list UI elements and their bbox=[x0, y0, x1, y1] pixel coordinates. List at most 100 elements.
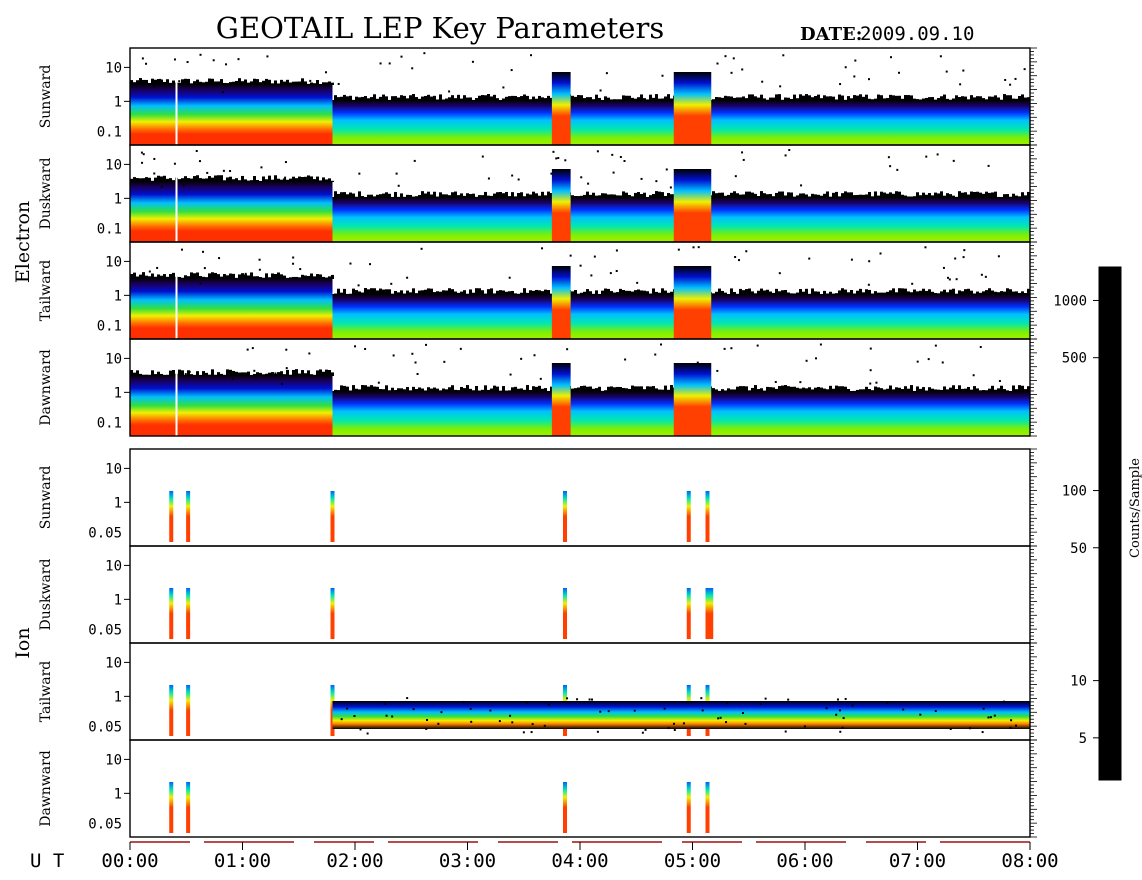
data-gap bbox=[175, 76, 178, 145]
chart-title: GEOTAIL LEP Key Parameters bbox=[216, 11, 664, 45]
ion-burst bbox=[686, 588, 691, 639]
ion-burst bbox=[169, 491, 174, 542]
group-electron: Electron 10 1 0.1 Sunward 10 1 0.1 Duskward 10 1 0.… bbox=[12, 47, 1037, 437]
ion-burst bbox=[169, 588, 174, 639]
y-tick-label: 10 bbox=[105, 558, 122, 574]
y-tick-label: 1 bbox=[114, 94, 122, 110]
ion-burst bbox=[705, 782, 710, 833]
y-tick-label: 0.05 bbox=[88, 816, 122, 832]
data-gap bbox=[175, 367, 178, 436]
panel-label-sunward: Sunward bbox=[38, 466, 54, 530]
y-tick-label: 1 bbox=[114, 385, 122, 401]
group-label-electron: Electron bbox=[12, 201, 34, 283]
colorbar-tick-label: 50 bbox=[1070, 541, 1087, 557]
date-value: 2009.09.10 bbox=[860, 23, 974, 45]
panel-label-sunward: Sunward bbox=[38, 65, 54, 129]
y-tick-label: 0.1 bbox=[97, 124, 122, 140]
ion-burst bbox=[686, 491, 691, 542]
ion-burst bbox=[186, 782, 191, 833]
y-tick-label: 10 bbox=[105, 351, 122, 367]
y-tick-label: 10 bbox=[105, 60, 122, 76]
panel-electron-dawnward: 10 1 0.1 Dawnward bbox=[38, 338, 1037, 437]
y-tick-label: 0.1 bbox=[97, 415, 122, 431]
ion-burst bbox=[705, 588, 710, 639]
y-tick-label: 10 bbox=[105, 157, 122, 173]
panel-label-tailward: Tailward bbox=[38, 661, 54, 723]
data-gap bbox=[175, 270, 178, 339]
x-tick-label: 04:00 bbox=[551, 850, 608, 872]
ion-burst bbox=[330, 588, 335, 639]
colorbar-tick-label: 10 bbox=[1070, 674, 1087, 690]
panel-label-dawnward: Dawnward bbox=[38, 750, 54, 827]
panel-frame bbox=[129, 448, 1031, 547]
panel-electron-duskward: 10 1 0.1 Duskward bbox=[38, 144, 1037, 243]
colorbar-gradient bbox=[1098, 266, 1122, 781]
electron-burst bbox=[673, 72, 712, 145]
panel-frame bbox=[129, 545, 1031, 644]
y-tick-label: 10 bbox=[105, 254, 122, 270]
panel-electron-sunward: 10 1 0.1 Sunward bbox=[38, 47, 1037, 146]
group-label-ion: Ion bbox=[12, 627, 34, 658]
electron-spectrum-early bbox=[130, 375, 333, 436]
x-tick-label: 08:00 bbox=[1001, 850, 1058, 872]
ut-axis: U T 00:00 01:00 02:00 03:00 04:00 05:00 06:00 0… bbox=[30, 841, 1059, 872]
ion-tailward-band bbox=[332, 701, 1030, 729]
colorbar: Counts/Sample 1000 500 100 50 10 5 bbox=[1053, 266, 1142, 781]
y-tick-label: 0.1 bbox=[97, 318, 122, 334]
spectrogram-panels: Electron 10 1 0.1 Sunward 10 1 0.1 Duskward 10 1 0.… bbox=[12, 47, 1037, 838]
ion-burst bbox=[563, 782, 567, 833]
panel-label-duskward: Duskward bbox=[38, 559, 54, 631]
electron-spectrum-early bbox=[130, 84, 333, 145]
y-tick-label: 10 bbox=[105, 752, 122, 768]
y-tick-label: 1 bbox=[114, 592, 122, 608]
x-tick-label: 03:00 bbox=[439, 850, 496, 872]
ion-burst bbox=[186, 685, 191, 736]
ion-burst bbox=[186, 491, 191, 542]
ion-burst bbox=[686, 782, 691, 833]
x-tick-label: 06:00 bbox=[776, 850, 833, 872]
ion-burst bbox=[330, 491, 335, 542]
colorbar-tick-label: 5 bbox=[1079, 731, 1087, 747]
electron-spectrum-early bbox=[130, 278, 333, 339]
electron-burst bbox=[551, 169, 571, 242]
electron-burst bbox=[673, 169, 712, 242]
ion-burst bbox=[169, 685, 174, 736]
panel-frame bbox=[129, 739, 1031, 838]
x-tick-label: 01:00 bbox=[214, 850, 271, 872]
y-tick-label: 1 bbox=[114, 689, 122, 705]
electron-burst bbox=[673, 266, 712, 339]
panel-ion-dawnward: 10 1 0.05 Dawnward bbox=[38, 739, 1037, 838]
y-tick-label: 0.05 bbox=[88, 525, 122, 541]
x-tick-label: 00:00 bbox=[101, 850, 158, 872]
panel-label-dawnward: Dawnward bbox=[38, 349, 54, 426]
panel-label-tailward: Tailward bbox=[38, 260, 54, 322]
ion-burst bbox=[563, 588, 567, 639]
y-tick-label: 0.05 bbox=[88, 719, 122, 735]
ion-burst bbox=[169, 782, 174, 833]
date-label: DATE: bbox=[800, 24, 862, 45]
group-ion: Ion 10 1 0.05 Sunward 10 1 0.05 Duskward 10 1 0.05 T… bbox=[12, 448, 1037, 838]
y-tick-label: 0.05 bbox=[88, 622, 122, 638]
x-tick-label: 02:00 bbox=[326, 850, 383, 872]
ion-burst bbox=[705, 491, 710, 542]
y-tick-label: 0.1 bbox=[97, 221, 122, 237]
ion-burst bbox=[563, 491, 567, 542]
y-tick-label: 10 bbox=[105, 655, 122, 671]
colorbar-label: Counts/Sample bbox=[1128, 458, 1142, 558]
y-tick-label: 1 bbox=[114, 288, 122, 304]
panel-electron-tailward: 10 1 0.1 Tailward bbox=[38, 241, 1037, 340]
colorbar-tick-label: 100 bbox=[1062, 484, 1087, 500]
panel-label-duskward: Duskward bbox=[38, 158, 54, 230]
y-tick-label: 1 bbox=[114, 191, 122, 207]
panel-ion-tailward: 10 1 0.05 Tailward bbox=[38, 642, 1037, 741]
y-tick-label: 10 bbox=[105, 461, 122, 477]
data-gap bbox=[175, 173, 178, 242]
x-tick-label: 05:00 bbox=[664, 850, 721, 872]
ion-burst bbox=[709, 588, 714, 639]
panel-ion-duskward: 10 1 0.05 Duskward bbox=[38, 545, 1037, 644]
y-tick-label: 1 bbox=[114, 495, 122, 511]
panel-ion-sunward: 10 1 0.05 Sunward bbox=[38, 448, 1037, 547]
electron-burst bbox=[551, 363, 571, 436]
electron-spectrum-early bbox=[130, 181, 333, 242]
